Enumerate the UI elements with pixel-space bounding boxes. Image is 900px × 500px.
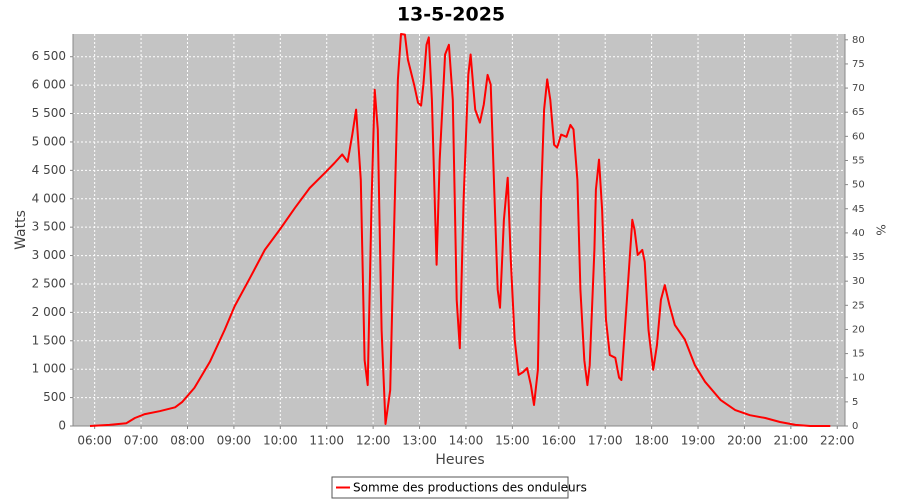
x-tick-label: 08:00 xyxy=(170,434,205,448)
y2-tick-label: 65 xyxy=(852,107,865,118)
y2-tick-label: 40 xyxy=(852,228,865,239)
y2-tick-label: 70 xyxy=(852,83,865,94)
y2-tick-label: 10 xyxy=(852,373,865,384)
y-tick-label: 6 000 xyxy=(32,78,66,92)
y2-axis-label: % xyxy=(874,224,888,235)
x-tick-label: 11:00 xyxy=(309,434,344,448)
legend: Somme des productions des onduleurs xyxy=(331,476,587,499)
x-tick-label: 19:00 xyxy=(681,434,716,448)
x-tick-label: 16:00 xyxy=(541,434,576,448)
y-tick-label: 1 000 xyxy=(32,362,66,376)
x-tick-label: 07:00 xyxy=(124,434,159,448)
legend-box xyxy=(331,476,569,499)
y-tick-label: 3 500 xyxy=(32,220,66,234)
x-tick-label: 10:00 xyxy=(263,434,298,448)
y-tick-label: 5 500 xyxy=(32,106,66,120)
x-tick-label: 20:00 xyxy=(727,434,762,448)
y-tick-label: 5 000 xyxy=(32,134,66,148)
y2-tick-label: 0 xyxy=(852,421,858,432)
y2-tick-label: 25 xyxy=(852,300,865,311)
y-tick-label: 500 xyxy=(43,390,66,404)
y-tick-label: 0 xyxy=(58,419,66,433)
x-tick-label: 22:00 xyxy=(820,434,855,448)
y2-tick-label: 35 xyxy=(852,252,865,263)
y2-tick-label: 15 xyxy=(852,349,865,360)
x-tick-label: 13:00 xyxy=(402,434,437,448)
y2-tick-label: 55 xyxy=(852,155,865,166)
y2-tick-label: 45 xyxy=(852,204,865,215)
x-tick-label: 12:00 xyxy=(356,434,391,448)
x-tick-label: 21:00 xyxy=(774,434,809,448)
y2-tick-label: 5 xyxy=(852,397,858,408)
y-axis-label: Watts xyxy=(13,210,29,250)
x-tick-label: 17:00 xyxy=(588,434,623,448)
legend-label: Somme des productions des onduleurs xyxy=(353,481,587,495)
y2-tick-label: 80 xyxy=(852,35,865,46)
y-tick-label: 3 000 xyxy=(32,248,66,262)
y2-tick-label: 60 xyxy=(852,131,865,142)
x-tick-label: 14:00 xyxy=(449,434,484,448)
y2-tick-label: 30 xyxy=(852,276,865,287)
x-tick-label: 09:00 xyxy=(217,434,252,448)
series-line xyxy=(89,33,831,427)
x-axis-label: Heures xyxy=(435,452,484,468)
x-tick-label: 18:00 xyxy=(634,434,669,448)
y-tick-label: 4 000 xyxy=(32,191,66,205)
y2-tick-label: 75 xyxy=(852,59,865,70)
y-tick-label: 6 500 xyxy=(32,49,66,63)
y-tick-label: 2 000 xyxy=(32,305,66,319)
y-tick-label: 1 500 xyxy=(32,333,66,347)
x-tick-label: 15:00 xyxy=(495,434,530,448)
y2-tick-label: 50 xyxy=(852,180,865,191)
y-tick-label: 2 500 xyxy=(32,276,66,290)
x-tick-label: 06:00 xyxy=(77,434,112,448)
chart-title: 13-5-2025 xyxy=(397,4,505,26)
y-tick-label: 4 500 xyxy=(32,163,66,177)
plot-background xyxy=(73,34,845,426)
y2-tick-label: 20 xyxy=(852,324,865,335)
